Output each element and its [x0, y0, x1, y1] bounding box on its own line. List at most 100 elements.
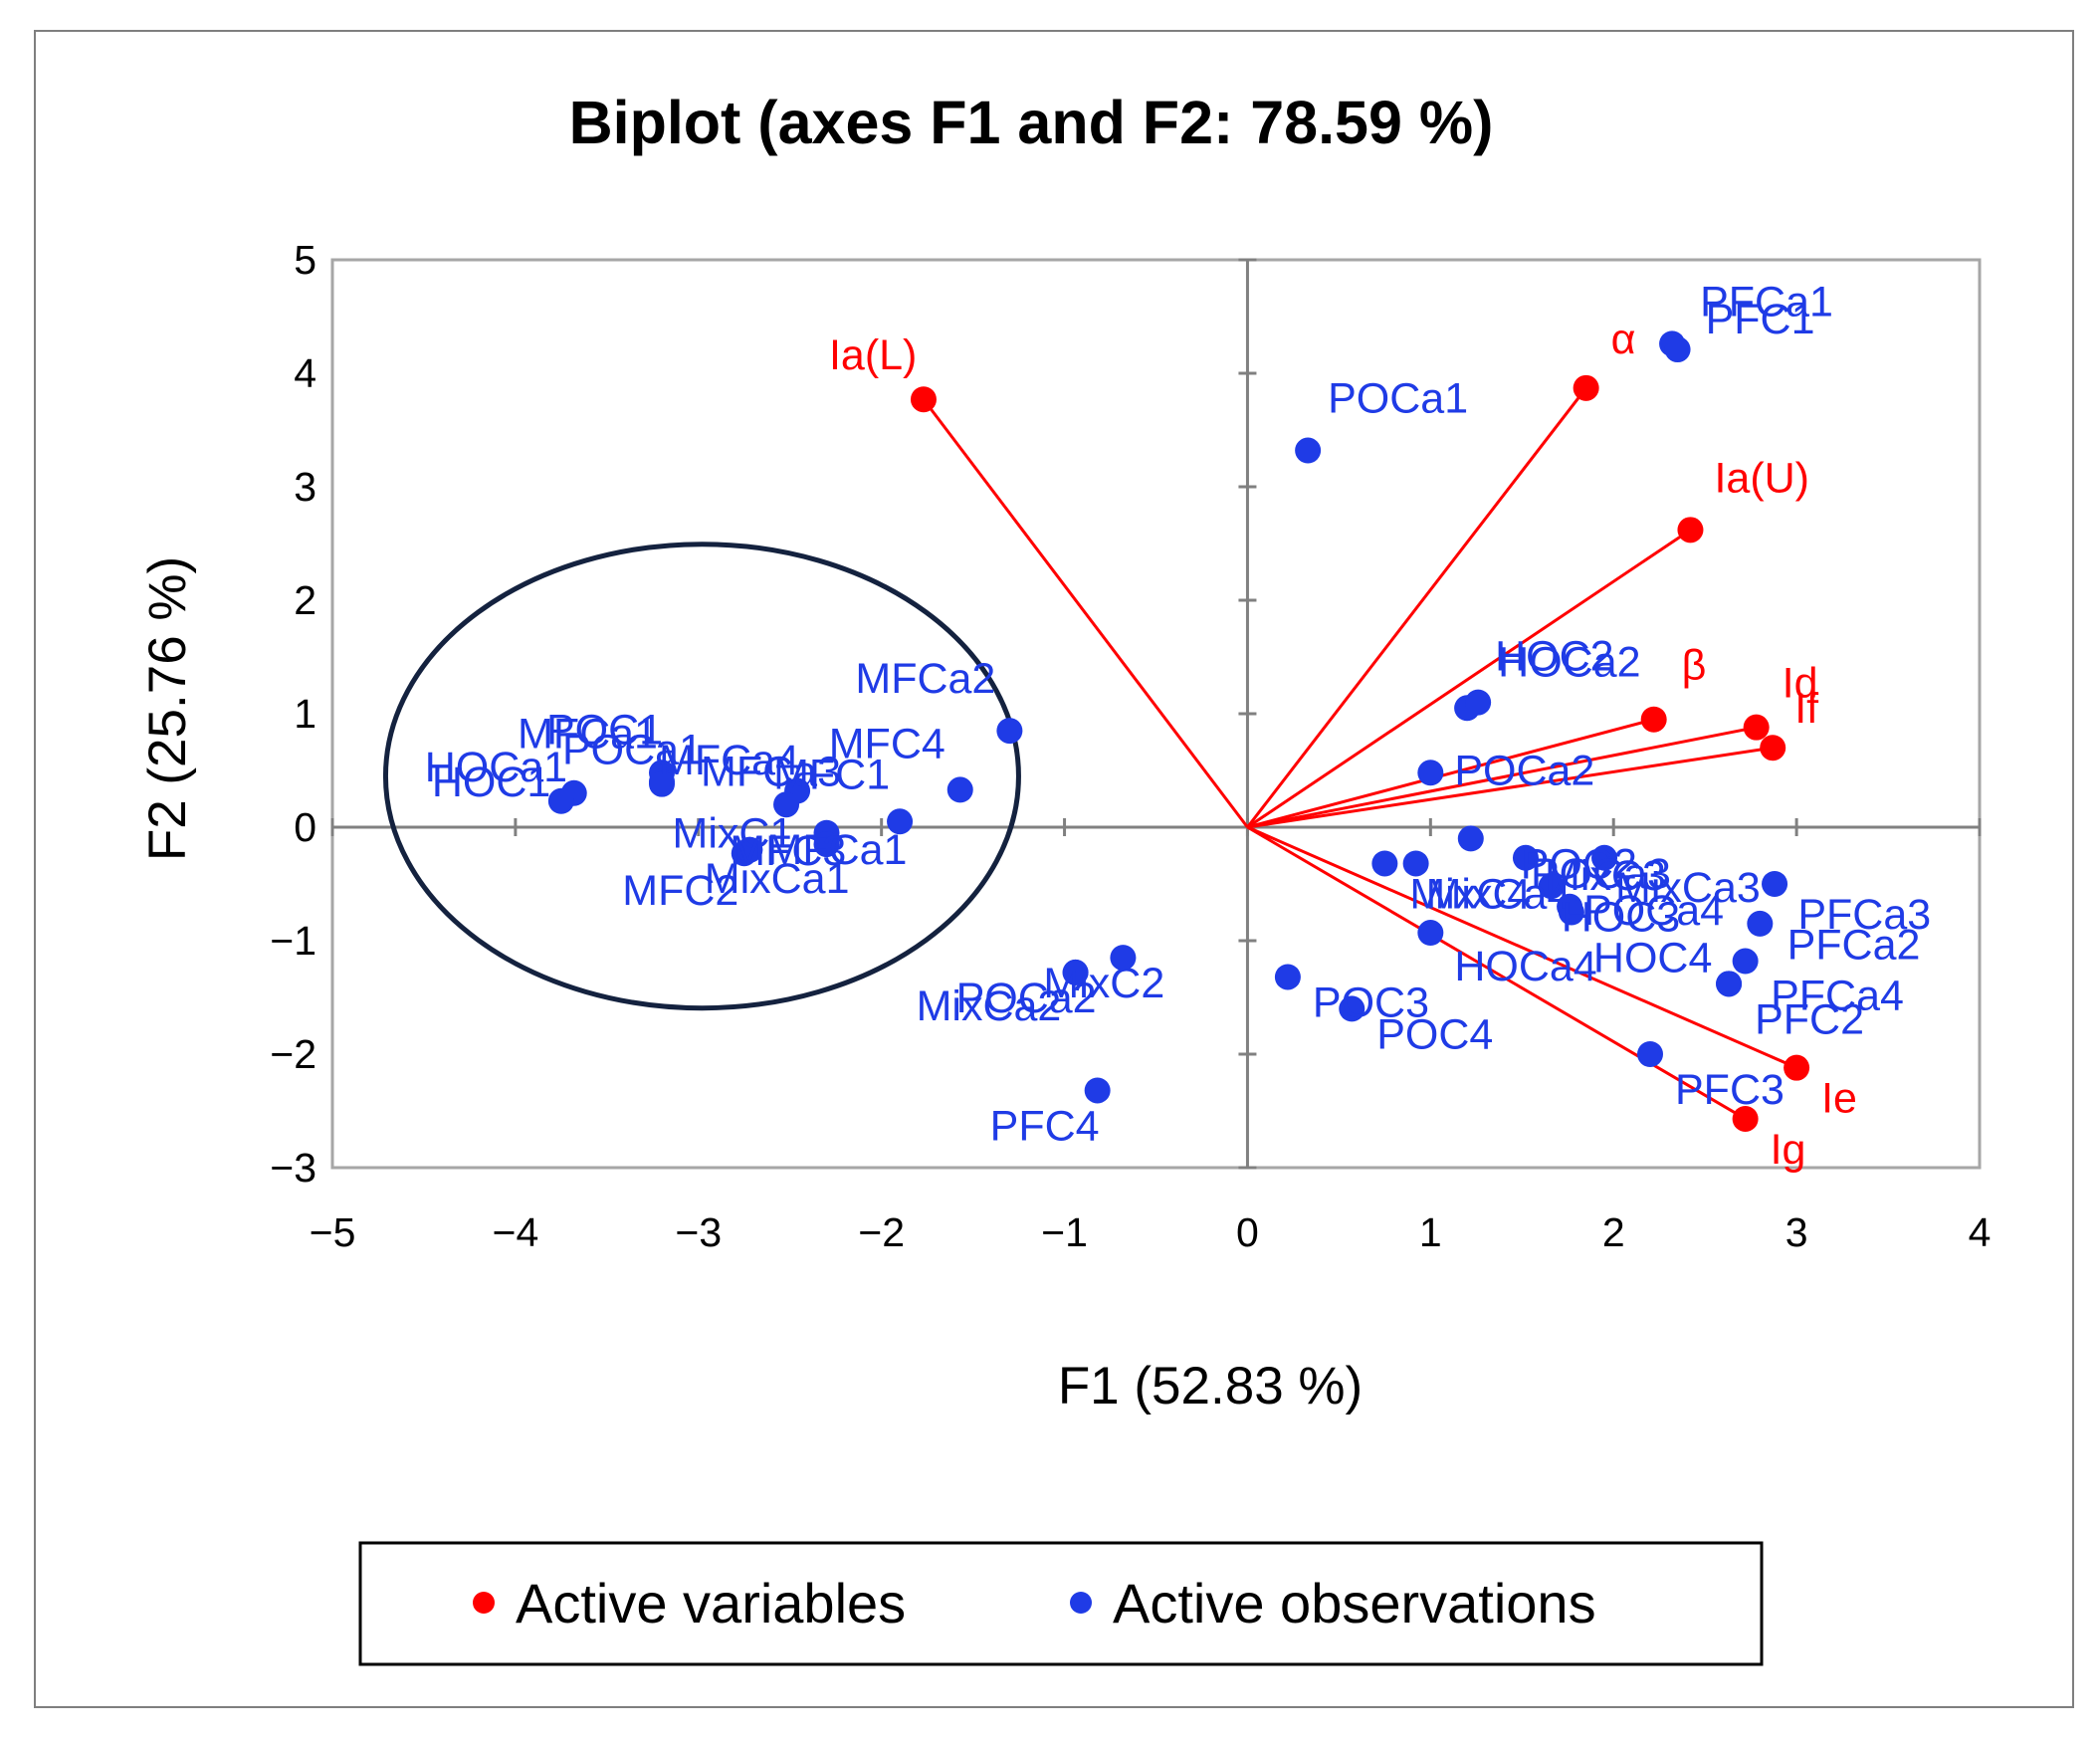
observation-point — [1558, 899, 1584, 926]
observation-point — [1084, 1077, 1111, 1104]
variable-vector — [1247, 746, 1774, 829]
observation-point — [1716, 971, 1743, 997]
plot-area — [330, 258, 1982, 1170]
observation-label: POC4 — [1376, 1010, 1493, 1058]
x-tick-label: 0 — [1236, 1209, 1259, 1255]
variable-point — [1743, 714, 1770, 741]
observation-label: MFC2 — [622, 867, 738, 915]
observation-point — [1747, 910, 1774, 937]
observation-label: HOC3 — [1562, 893, 1680, 941]
observation-point — [1512, 844, 1539, 871]
observation-label: MFCa1 — [518, 710, 658, 758]
y-tick-label: 1 — [294, 691, 316, 737]
variable-vector — [1246, 825, 1797, 1070]
variable-vector — [1246, 825, 1747, 1121]
observation-point — [1465, 689, 1492, 716]
variable-point — [910, 386, 937, 413]
variable-point — [1760, 735, 1786, 762]
variable-label: Ig — [1771, 1126, 1806, 1174]
observation-label: PFC1 — [1706, 296, 1815, 343]
observation-point — [1295, 437, 1322, 464]
observation-label: HOC4 — [1593, 935, 1712, 982]
x-tick-label: −3 — [675, 1209, 722, 1255]
x-tick-label: −4 — [493, 1209, 539, 1255]
observation-points — [547, 330, 1788, 1104]
observation-point — [1732, 948, 1759, 975]
x-tick-label: −2 — [858, 1209, 905, 1255]
y-tick-label: −2 — [270, 1031, 316, 1077]
variable-vector — [1246, 386, 1587, 828]
observation-label: MFC3 — [730, 827, 846, 875]
observation-label: HOC1 — [432, 759, 550, 806]
observation-label: MFCa3 — [701, 748, 841, 795]
biplot-chart: Biplot (axes F1 and F2: 78.59 %) −5 −4 −3 −… — [138, 89, 1991, 1666]
observation-label: PFC2 — [1755, 995, 1864, 1043]
cluster-ellipse — [382, 542, 1021, 1011]
observation-point — [649, 770, 675, 797]
tick-marks — [330, 258, 1982, 1170]
observation-label: PFCa2 — [1787, 922, 1921, 970]
observation-point — [1762, 871, 1788, 897]
observation-point — [946, 776, 973, 803]
observation-point — [773, 791, 800, 818]
observation-point — [1637, 1041, 1663, 1067]
observation-label: MixC1 — [673, 810, 794, 858]
observation-label: HOCa1 — [425, 744, 567, 791]
x-tick-label: 4 — [1969, 1209, 1992, 1255]
observation-label: MixCa4 — [1426, 870, 1572, 918]
variable-point — [1640, 706, 1667, 733]
observation-label: MFCa1 — [767, 826, 908, 874]
observation-label: PFC4 — [990, 1102, 1100, 1150]
variable-label: Ie — [1821, 1075, 1857, 1123]
observation-point — [887, 808, 914, 835]
legend-label-variables: Active variables — [516, 1572, 906, 1634]
variable-label: Ia(L) — [829, 331, 917, 379]
observation-point — [547, 787, 574, 814]
chart-title: Biplot (axes F1 and F2: 78.59 %) — [569, 89, 1494, 156]
variable-label: Ia(U) — [1714, 454, 1809, 502]
variable-vector — [1246, 529, 1692, 829]
x-tick-label: 3 — [1785, 1209, 1808, 1255]
variable-vector — [922, 398, 1249, 828]
observation-point — [1402, 850, 1429, 877]
chart-frame: Biplot (axes F1 and F2: 78.59 %) −5 −4 −3 −… — [34, 30, 2074, 1708]
y-tick-label: −1 — [270, 918, 316, 964]
observation-label: MixCa2 — [917, 982, 1062, 1030]
observation-label: MFCa4 — [659, 737, 799, 784]
observation-label: PFCa1 — [1700, 278, 1833, 326]
legend: Active variables Active observations — [358, 1541, 1764, 1666]
variable-vector — [1247, 718, 1655, 829]
observation-point — [1110, 945, 1137, 972]
observation-point — [1664, 336, 1691, 363]
observation-label: PFC3 — [1675, 1066, 1785, 1114]
observation-label: POCa1 — [562, 727, 703, 774]
observation-label: PFCa3 — [1797, 891, 1931, 939]
observation-point — [736, 836, 763, 863]
variable-point — [1677, 517, 1704, 544]
observation-label: POCa2 — [1454, 747, 1594, 794]
tick-labels: −5 −4 −3 −2 −1 0 1 2 3 4 −3 −2 −1 0 1 2 3 4 5 — [270, 237, 1991, 1255]
observation-label: MFC1 — [773, 752, 890, 799]
observation-label: HOC2 — [1495, 632, 1613, 680]
legend-marker-variables — [473, 1592, 495, 1614]
observation-label: MixCa3 — [1615, 864, 1761, 912]
variable-point — [1573, 374, 1599, 401]
observation-label: MixC2 — [1043, 960, 1164, 1007]
y-tick-label: 5 — [294, 237, 316, 283]
observation-label: MFC4 — [829, 720, 945, 767]
observation-label: POCa3 — [1531, 850, 1671, 898]
variable-label: α — [1611, 316, 1636, 363]
observation-point — [813, 831, 840, 858]
observation-label: MixC4 — [1409, 870, 1531, 918]
observation-label: POC1 — [546, 706, 663, 754]
observation-label: HOCa2 — [1498, 639, 1640, 687]
y-tick-label: 4 — [294, 350, 316, 396]
variable-points — [910, 374, 1810, 1132]
y-tick-label: 2 — [294, 577, 316, 623]
observation-label: MFCa2 — [855, 655, 995, 703]
variable-point — [1732, 1105, 1759, 1132]
x-tick-label: −5 — [310, 1209, 356, 1255]
cluster-ellipse-outline — [382, 542, 1021, 1011]
y-axis-label: F2 (25.76 %) — [138, 556, 197, 861]
